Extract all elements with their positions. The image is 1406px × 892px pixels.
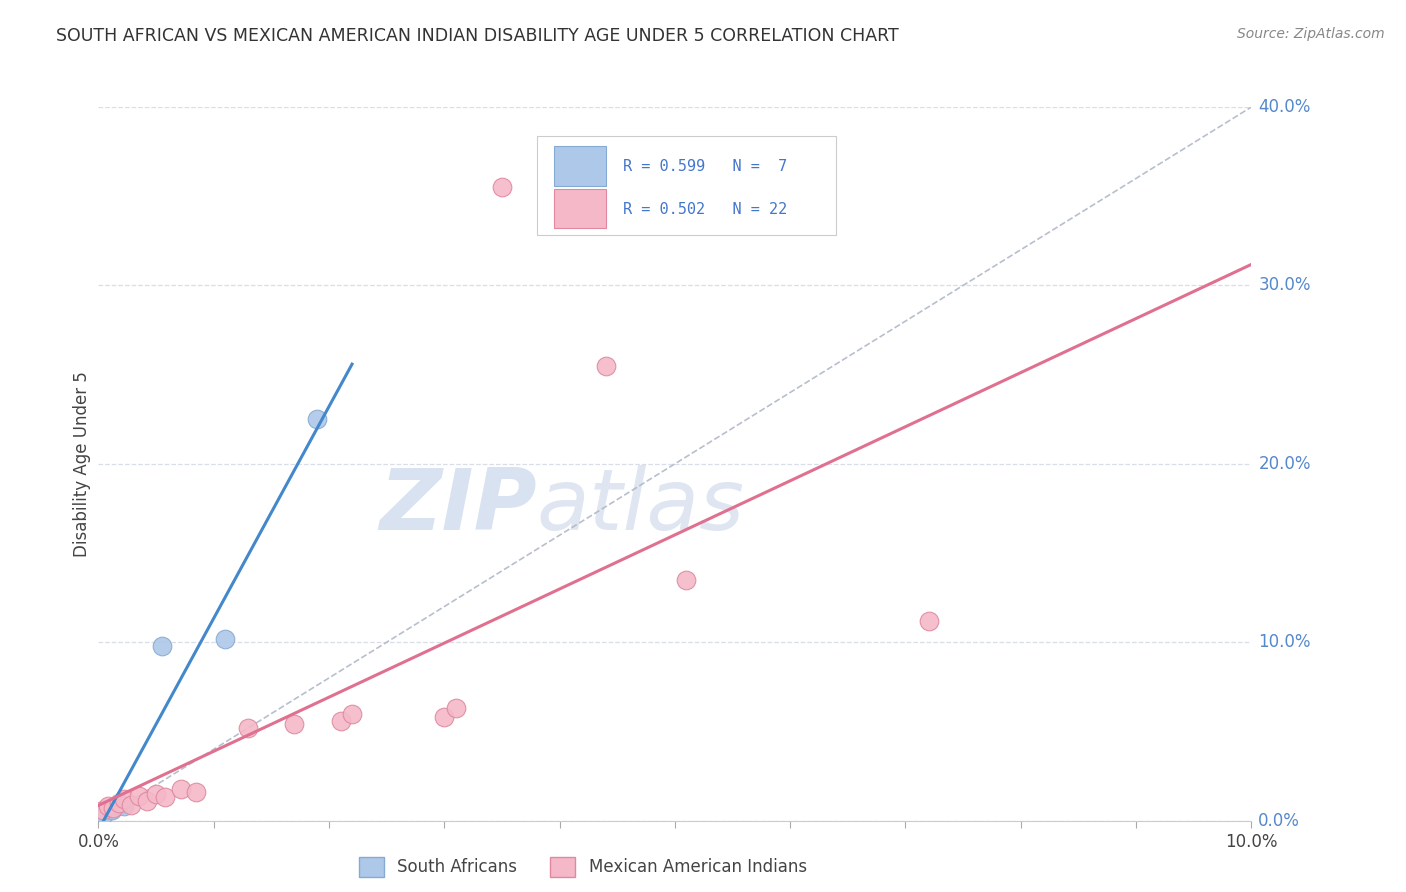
FancyBboxPatch shape xyxy=(554,189,606,228)
Point xyxy=(238,721,260,735)
Point xyxy=(91,803,114,817)
Point xyxy=(283,717,305,731)
Point xyxy=(97,799,120,814)
Point xyxy=(675,573,697,587)
Point xyxy=(329,714,352,728)
Text: ZIP: ZIP xyxy=(378,465,537,549)
Text: 10.0%: 10.0% xyxy=(1258,633,1310,651)
Point xyxy=(595,359,617,373)
Text: 40.0%: 40.0% xyxy=(1258,98,1310,116)
Y-axis label: Disability Age Under 5: Disability Age Under 5 xyxy=(73,371,91,557)
Point xyxy=(214,632,236,646)
Point xyxy=(917,614,939,628)
Text: 0.0%: 0.0% xyxy=(1258,812,1301,830)
Text: R = 0.599   N =  7: R = 0.599 N = 7 xyxy=(623,159,787,174)
Point xyxy=(145,787,167,801)
Point xyxy=(108,797,131,812)
FancyBboxPatch shape xyxy=(537,136,837,235)
Point xyxy=(170,781,193,796)
Text: atlas: atlas xyxy=(537,465,745,549)
Point xyxy=(155,790,177,805)
Text: SOUTH AFRICAN VS MEXICAN AMERICAN INDIAN DISABILITY AGE UNDER 5 CORRELATION CHAR: SOUTH AFRICAN VS MEXICAN AMERICAN INDIAN… xyxy=(56,27,898,45)
Text: 20.0%: 20.0% xyxy=(1258,455,1310,473)
Point xyxy=(112,799,135,814)
Point xyxy=(433,710,456,724)
Point xyxy=(491,180,513,194)
Point xyxy=(150,639,173,653)
Point xyxy=(101,803,124,817)
Point xyxy=(186,785,208,799)
Point xyxy=(340,706,363,721)
Point xyxy=(112,792,135,806)
Text: Source: ZipAtlas.com: Source: ZipAtlas.com xyxy=(1237,27,1385,41)
Point xyxy=(120,797,142,812)
Text: R = 0.502   N = 22: R = 0.502 N = 22 xyxy=(623,202,787,217)
Legend: South Africans, Mexican American Indians: South Africans, Mexican American Indians xyxy=(352,850,814,884)
Text: 30.0%: 30.0% xyxy=(1258,277,1310,294)
Point xyxy=(128,789,150,803)
Point xyxy=(108,796,131,810)
Point xyxy=(103,801,125,815)
Point xyxy=(93,806,115,821)
FancyBboxPatch shape xyxy=(554,146,606,186)
Point xyxy=(135,794,157,808)
Point xyxy=(444,701,467,715)
Point xyxy=(307,412,329,426)
